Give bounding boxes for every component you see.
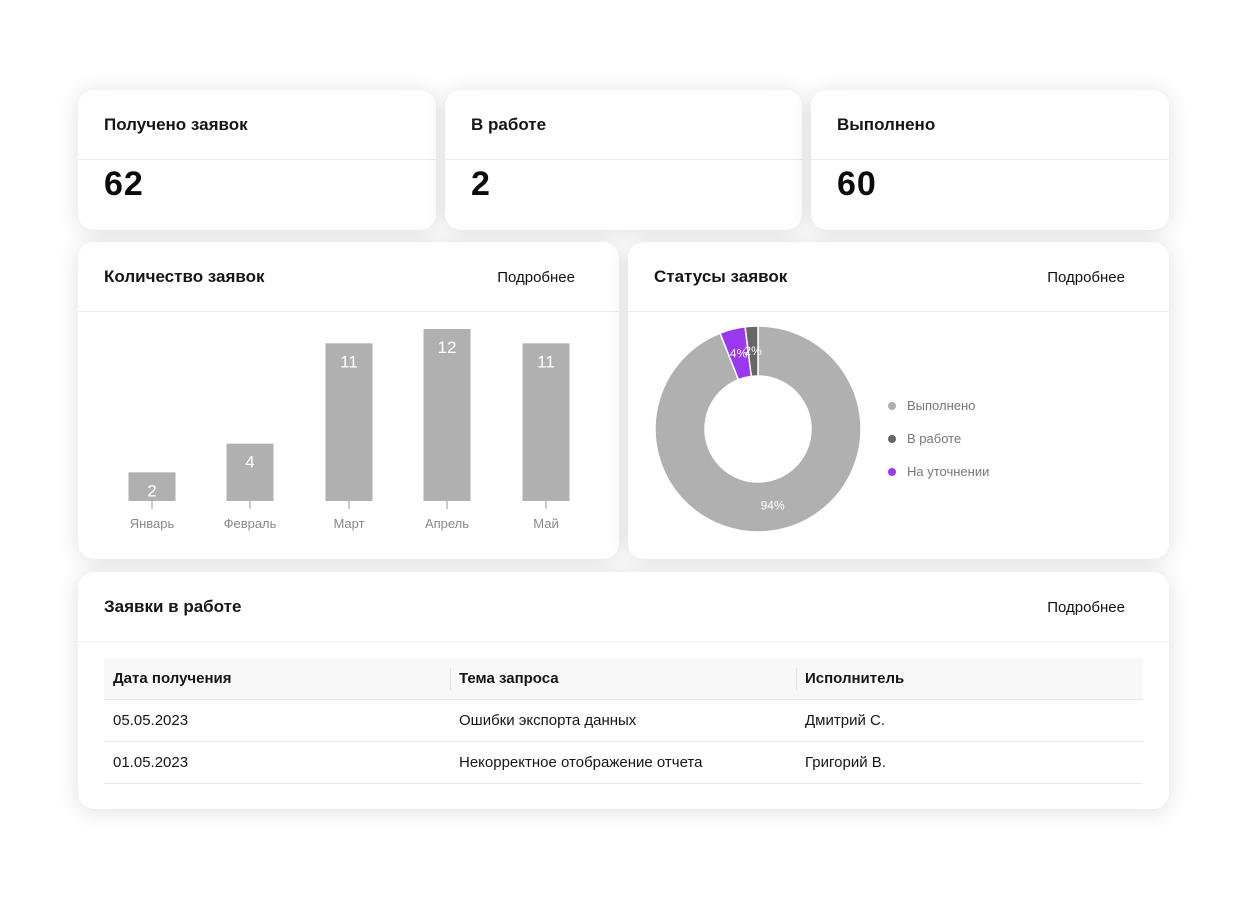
bar: [128, 472, 176, 501]
table-row[interactable]: 01.05.2023 Некорректное отображение отче…: [104, 742, 1143, 784]
column-header-assignee[interactable]: Исполнитель: [796, 658, 1142, 699]
stat-title: Получено заявок: [104, 115, 248, 134]
donut-chart: 94% 4%2%: [654, 325, 862, 533]
legend-dot-done: [888, 401, 896, 410]
cell-date: 05.05.2023: [113, 712, 189, 729]
bar: [423, 329, 471, 501]
stat-card-header: В работе: [445, 90, 802, 160]
bar-chart: 2 Январь 4 Февраль 11 Март 12 Апрель 11 Май: [128, 329, 570, 531]
legend-label: В работе: [907, 431, 962, 446]
requests-count-card: Количество заявок Подробнее 2 Январь 4 Февр…: [78, 242, 619, 559]
donut-slice: [744, 325, 759, 378]
bar-value-label: 2: [147, 481, 156, 500]
column-header-date[interactable]: Дата получения: [113, 670, 232, 687]
card-header: Количество заявок Подробнее: [78, 242, 619, 312]
legend-dot-clarifying: [888, 467, 896, 476]
bar: [325, 343, 373, 501]
stat-value: 60: [837, 165, 877, 203]
stat-card-in-work: В работе 2: [445, 90, 802, 230]
table-row[interactable]: 05.05.2023 Ошибки экспорта данных Дмитри…: [104, 700, 1143, 742]
cell-assignee: Дмитрий С.: [805, 712, 885, 729]
cell-topic: Некорректное отображение отчета: [459, 754, 703, 771]
stat-title: В работе: [471, 115, 547, 134]
legend-label: На уточнении: [907, 464, 990, 479]
bar: [226, 443, 274, 501]
bar-value-label: 11: [537, 352, 555, 371]
card-header: Статусы заявок Подробнее: [628, 242, 1169, 312]
legend-item-clarifying: На уточнении: [888, 455, 989, 488]
legend-label: Выполнено: [907, 398, 976, 413]
x-tick-label: Февраль: [224, 516, 277, 531]
legend-item-done: Выполнено: [888, 389, 989, 422]
x-tick-label: Январь: [130, 516, 175, 531]
x-tick-label: Апрель: [425, 516, 469, 531]
stat-value: 2: [471, 165, 491, 203]
donut-slice: [654, 325, 862, 533]
column-header-topic[interactable]: Тема запроса: [450, 658, 796, 699]
legend-item-in-work: В работе: [888, 422, 989, 455]
more-link[interactable]: Подробнее: [1047, 269, 1125, 286]
more-link[interactable]: Подробнее: [1047, 599, 1125, 616]
stat-card-done: Выполнено 60: [811, 90, 1169, 230]
slice-label: 2%: [744, 344, 762, 358]
slice-label: 4%: [730, 346, 748, 360]
bar-value-label: 4: [245, 453, 254, 472]
bar-value-label: 11: [340, 352, 358, 371]
x-tick-label: Май: [533, 516, 558, 531]
card-title: Статусы заявок: [654, 267, 788, 286]
stat-card-header: Выполнено: [811, 90, 1169, 160]
stat-card-received: Получено заявок 62: [78, 90, 436, 230]
chart-legend: Выполнено В работе На уточнении: [888, 389, 989, 488]
more-link[interactable]: Подробнее: [497, 269, 575, 286]
request-statuses-card: Статусы заявок Подробнее 94% 4% 2% Выполне…: [628, 242, 1169, 559]
stat-card-header: Получено заявок: [78, 90, 436, 160]
cell-assignee: Григорий В.: [805, 754, 886, 771]
legend-dot-in-work: [888, 434, 896, 443]
cell-date: 01.05.2023: [113, 754, 189, 771]
card-title: Количество заявок: [104, 267, 265, 286]
card-title: Заявки в работе: [104, 597, 242, 616]
cell-topic: Ошибки экспорта данных: [459, 712, 637, 729]
table-header: Дата получения Тема запроса Исполнитель: [104, 658, 1143, 700]
requests-table: Дата получения Тема запроса Исполнитель …: [104, 658, 1143, 784]
bar: [522, 343, 570, 501]
requests-in-work-card: Заявки в работе Подробнее Дата получения…: [78, 572, 1169, 809]
slice-label: 94%: [761, 499, 785, 513]
card-header: Заявки в работе Подробнее: [78, 572, 1169, 642]
stat-value: 62: [104, 165, 144, 203]
bar-value-label: 12: [438, 338, 457, 357]
stat-title: Выполнено: [837, 115, 936, 134]
x-tick-label: Март: [333, 516, 364, 531]
